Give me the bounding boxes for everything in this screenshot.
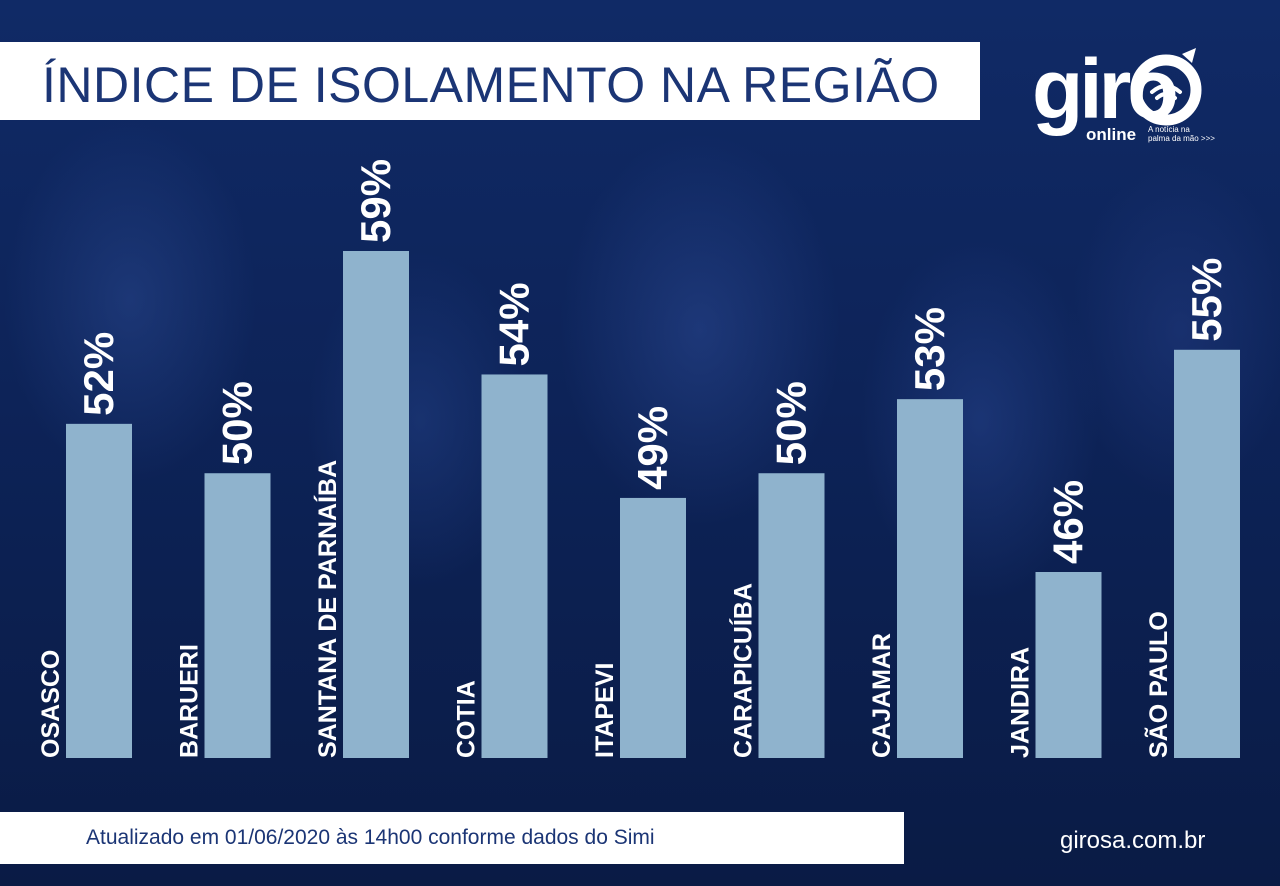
value-label-1: 52% bbox=[75, 332, 122, 416]
category-label-8: JANDIRA bbox=[1007, 647, 1035, 758]
wifi-icon bbox=[1150, 84, 1182, 100]
value-label-7: 53% bbox=[906, 307, 953, 391]
bar-2 bbox=[204, 473, 271, 758]
title-banner bbox=[0, 42, 980, 120]
value-label-3: 59% bbox=[352, 159, 399, 243]
update-note: Atualizado em 01/06/2020 às 14h00 confor… bbox=[86, 826, 655, 849]
value-label-8: 46% bbox=[1045, 480, 1092, 564]
value-label-4: 54% bbox=[491, 282, 538, 366]
logo-tagline-2: palma da mão >>> bbox=[1148, 134, 1215, 143]
bar-3 bbox=[343, 251, 409, 758]
value-label-5: 49% bbox=[629, 406, 676, 490]
value-label-9: 55% bbox=[1183, 258, 1230, 342]
value-label-6: 50% bbox=[768, 381, 815, 465]
value-label-2: 50% bbox=[214, 381, 261, 465]
bar-5 bbox=[620, 497, 686, 758]
logo-sub: online bbox=[1086, 125, 1136, 144]
bar-9 bbox=[1174, 349, 1240, 758]
category-label-6: CARAPICUÍBA bbox=[729, 583, 758, 758]
page-title: ÍNDICE DE ISOLAMENTO NA REGIÃO bbox=[42, 57, 940, 113]
category-label-7: CAJAMAR bbox=[868, 633, 896, 758]
category-label-4: COTIA bbox=[453, 680, 481, 758]
giro-logo: giro online A notícia na palma da mão >>… bbox=[1032, 42, 1215, 144]
logo-ring-icon bbox=[1130, 54, 1202, 126]
bar-6 bbox=[758, 473, 825, 758]
category-label-2: BARUERI bbox=[176, 644, 204, 758]
arrow-icon bbox=[1182, 48, 1196, 63]
bar-1 bbox=[66, 423, 132, 758]
category-label-5: ITAPEVI bbox=[591, 663, 619, 758]
wifi-dot bbox=[1162, 100, 1170, 108]
logo-tagline-1: A notícia na bbox=[1148, 125, 1190, 134]
category-label-3: SANTANA DE PARNAÍBA bbox=[313, 460, 342, 758]
bar-8 bbox=[1035, 572, 1102, 758]
category-label-9: SÃO PAULO bbox=[1143, 611, 1173, 758]
footer-banner bbox=[0, 812, 904, 864]
category-label-1: OSASCO bbox=[37, 650, 65, 758]
site-url: girosa.com.br bbox=[1060, 827, 1206, 854]
bar-4 bbox=[481, 374, 548, 758]
bar-7 bbox=[897, 399, 963, 758]
